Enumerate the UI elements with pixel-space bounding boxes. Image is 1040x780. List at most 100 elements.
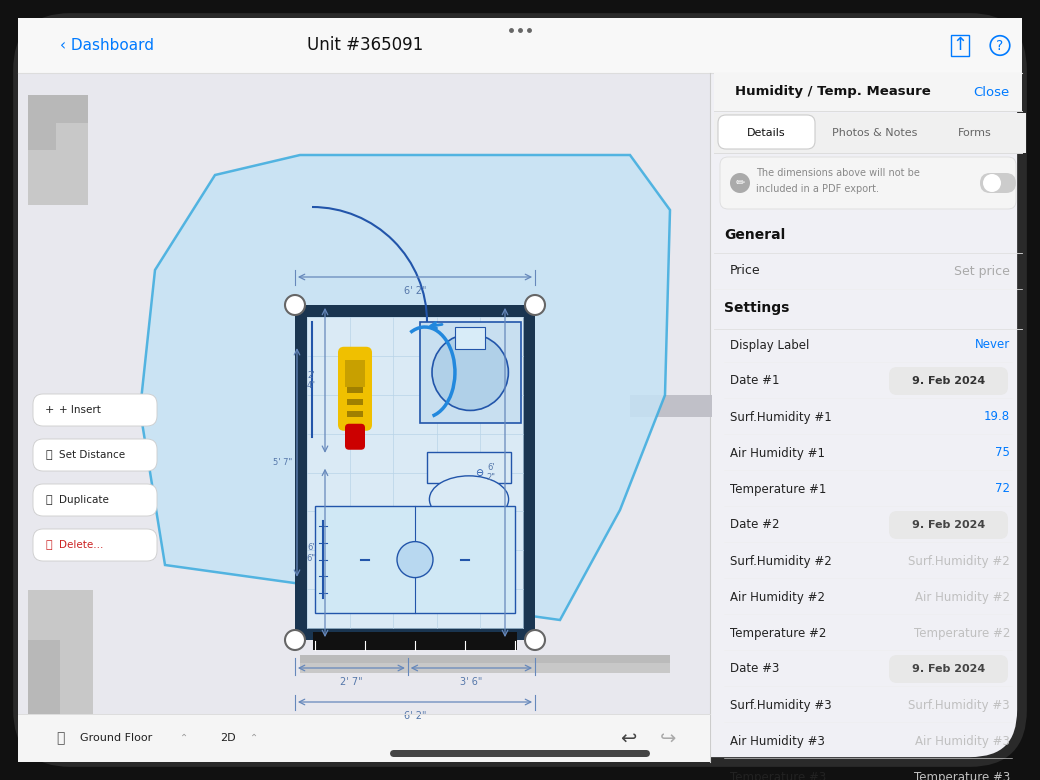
Text: Delete...: Delete... [59, 540, 103, 550]
Text: Ground Floor: Ground Floor [80, 733, 152, 743]
Text: Temperature #1: Temperature #1 [730, 483, 827, 495]
Text: Settings: Settings [724, 301, 789, 315]
Text: Date #1: Date #1 [730, 374, 780, 388]
Bar [18, 714, 710, 762]
FancyBboxPatch shape [33, 439, 157, 471]
Bar [295, 305, 535, 640]
Text: +: + [45, 405, 54, 415]
Text: Date #2: Date #2 [730, 519, 780, 531]
Bar [714, 73, 1022, 111]
Text: 75: 75 [995, 446, 1010, 459]
FancyBboxPatch shape [889, 655, 1008, 683]
Text: 2'
4": 2' 4" [307, 370, 315, 390]
Text: Price: Price [730, 264, 760, 278]
Text: Forms: Forms [958, 128, 992, 138]
Text: ↑: ↑ [953, 37, 967, 55]
FancyBboxPatch shape [33, 394, 157, 426]
Text: Humidity / Temp. Measure: Humidity / Temp. Measure [734, 86, 931, 98]
FancyBboxPatch shape [980, 173, 1016, 193]
Bar [313, 632, 517, 650]
Circle shape [432, 334, 509, 410]
Bar [630, 395, 712, 417]
FancyBboxPatch shape [18, 18, 1022, 762]
Circle shape [285, 295, 305, 315]
Text: Temperature #3: Temperature #3 [730, 771, 826, 780]
Text: Surf.Humidity #1: Surf.Humidity #1 [730, 410, 832, 424]
FancyBboxPatch shape [33, 529, 157, 561]
FancyBboxPatch shape [345, 424, 365, 450]
Text: Never: Never [974, 339, 1010, 352]
Text: Temperature #3: Temperature #3 [914, 771, 1010, 780]
FancyBboxPatch shape [456, 327, 486, 349]
Bar [300, 655, 670, 663]
Text: 9. Feb 2024: 9. Feb 2024 [912, 664, 985, 674]
Text: Set price: Set price [954, 264, 1010, 278]
Text: + Insert: + Insert [59, 405, 101, 415]
Text: Temperature #2: Temperature #2 [730, 626, 827, 640]
Text: Details: Details [747, 128, 786, 138]
Text: 2D: 2D [220, 733, 236, 743]
FancyBboxPatch shape [33, 484, 157, 516]
Text: Display Label: Display Label [730, 339, 809, 352]
Text: 9. Feb 2024: 9. Feb 2024 [912, 520, 985, 530]
Text: Air Humidity #1: Air Humidity #1 [730, 446, 825, 459]
Text: Surf.Humidity #3: Surf.Humidity #3 [908, 699, 1010, 711]
Bar [347, 388, 363, 393]
Text: 9. Feb 2024: 9. Feb 2024 [912, 376, 985, 386]
Text: ⌃: ⌃ [180, 733, 188, 743]
Text: Duplicate: Duplicate [59, 495, 109, 505]
Circle shape [285, 630, 305, 650]
Text: Close: Close [973, 86, 1010, 98]
Text: ⊖: ⊖ [475, 467, 483, 477]
Text: Air Humidity #2: Air Humidity #2 [730, 590, 825, 604]
Text: Air Humidity #2: Air Humidity #2 [915, 590, 1010, 604]
Text: 5' 7": 5' 7" [274, 458, 292, 467]
FancyBboxPatch shape [718, 115, 815, 149]
Bar [315, 506, 515, 613]
Bar [28, 95, 88, 205]
Text: ⧉: ⧉ [56, 731, 64, 745]
Bar [28, 95, 56, 150]
Text: ?: ? [996, 38, 1004, 52]
Text: ↩: ↩ [620, 729, 636, 747]
FancyBboxPatch shape [720, 157, 1016, 209]
Text: 3' 6": 3' 6" [461, 677, 483, 687]
Bar [347, 411, 363, 417]
Text: ✏: ✏ [735, 178, 745, 188]
Text: Set Distance: Set Distance [59, 450, 125, 460]
Text: included in a PDF export.: included in a PDF export. [756, 184, 879, 194]
Bar [345, 360, 365, 387]
Bar [420, 322, 521, 423]
Bar [28, 95, 88, 123]
Text: ↪: ↪ [659, 729, 676, 747]
Text: 19.8: 19.8 [984, 410, 1010, 424]
Text: 6'
6": 6' 6" [307, 543, 315, 562]
Polygon shape [140, 155, 670, 620]
Text: Unit #365091: Unit #365091 [307, 37, 423, 55]
Text: Air Humidity #3: Air Humidity #3 [730, 735, 825, 747]
Circle shape [730, 173, 750, 193]
Bar [18, 18, 1022, 73]
Text: Surf.Humidity #2: Surf.Humidity #2 [730, 555, 832, 568]
Text: Air Humidity #3: Air Humidity #3 [915, 735, 1010, 747]
Text: 🗑: 🗑 [45, 540, 52, 550]
Bar [28, 640, 60, 730]
FancyBboxPatch shape [390, 750, 650, 757]
FancyBboxPatch shape [889, 511, 1008, 539]
Text: General: General [724, 228, 785, 242]
Circle shape [525, 630, 545, 650]
Text: ⧉: ⧉ [45, 495, 52, 505]
Text: ‹ Dashboard: ‹ Dashboard [60, 38, 154, 53]
Circle shape [983, 174, 1000, 192]
Bar [714, 113, 1026, 153]
Bar [427, 452, 511, 483]
Text: ⌃: ⌃ [250, 733, 258, 743]
Bar [18, 73, 710, 762]
Text: Temperature #2: Temperature #2 [913, 626, 1010, 640]
Text: The dimensions above will not be: The dimensions above will not be [756, 168, 919, 178]
Ellipse shape [430, 476, 509, 523]
Text: 6'
2": 6' 2" [487, 463, 495, 482]
Bar [300, 655, 670, 673]
Bar [28, 590, 93, 730]
Text: 72: 72 [995, 483, 1010, 495]
